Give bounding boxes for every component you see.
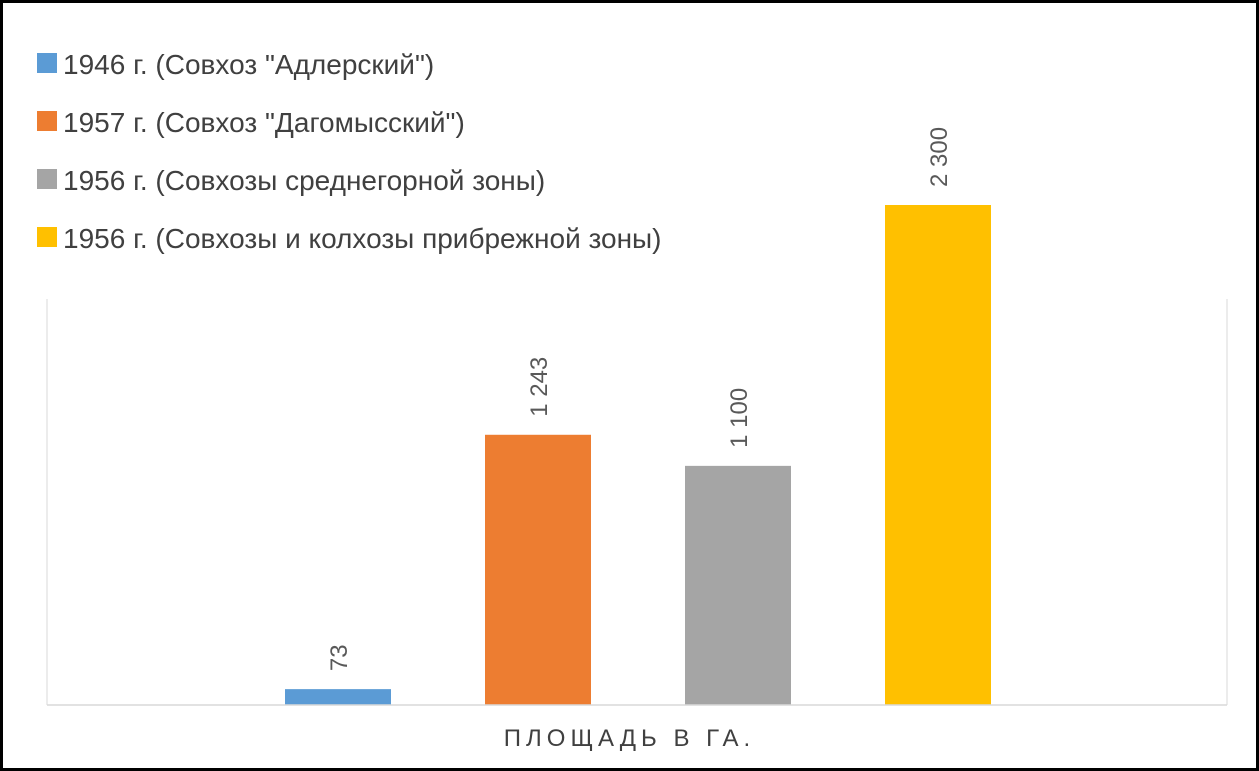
legend-item: 1946 г. (Совхоз "Адлерский")	[37, 49, 662, 107]
legend-label: 1957 г. (Совхоз "Дагомысский")	[63, 107, 465, 138]
legend-swatch	[37, 169, 57, 189]
data-label: 1 100	[726, 388, 753, 448]
legend-item: 1956 г. (Совхозы и колхозы прибрежной зо…	[37, 223, 662, 281]
legend-label: 1956 г. (Совхозы среднегорной зоны)	[63, 165, 546, 196]
legend-swatch	[37, 53, 57, 73]
data-label: 1 243	[526, 357, 553, 417]
chart-legend: 1946 г. (Совхоз "Адлерский") 1957 г. (Со…	[37, 49, 662, 281]
x-axis-label: ПЛОЩАДЬ В ГА.	[503, 725, 756, 752]
bar	[485, 434, 591, 705]
bar	[885, 205, 991, 705]
legend-swatch	[37, 227, 57, 247]
legend-label: 1956 г. (Совхозы и колхозы прибрежной зо…	[63, 223, 662, 254]
data-label: 73	[326, 644, 353, 671]
legend-item: 1957 г. (Совхоз "Дагомысский")	[37, 107, 662, 165]
bar	[285, 689, 391, 705]
plot-area: 73 1 243 1 100 2 300	[46, 127, 1228, 706]
data-label: 2 300	[926, 127, 953, 187]
legend-label: 1946 г. (Совхоз "Адлерский")	[63, 49, 435, 80]
legend-item: 1956 г. (Совхозы среднегорной зоны)	[37, 165, 662, 223]
bar	[685, 465, 791, 705]
legend-swatch	[37, 111, 57, 131]
